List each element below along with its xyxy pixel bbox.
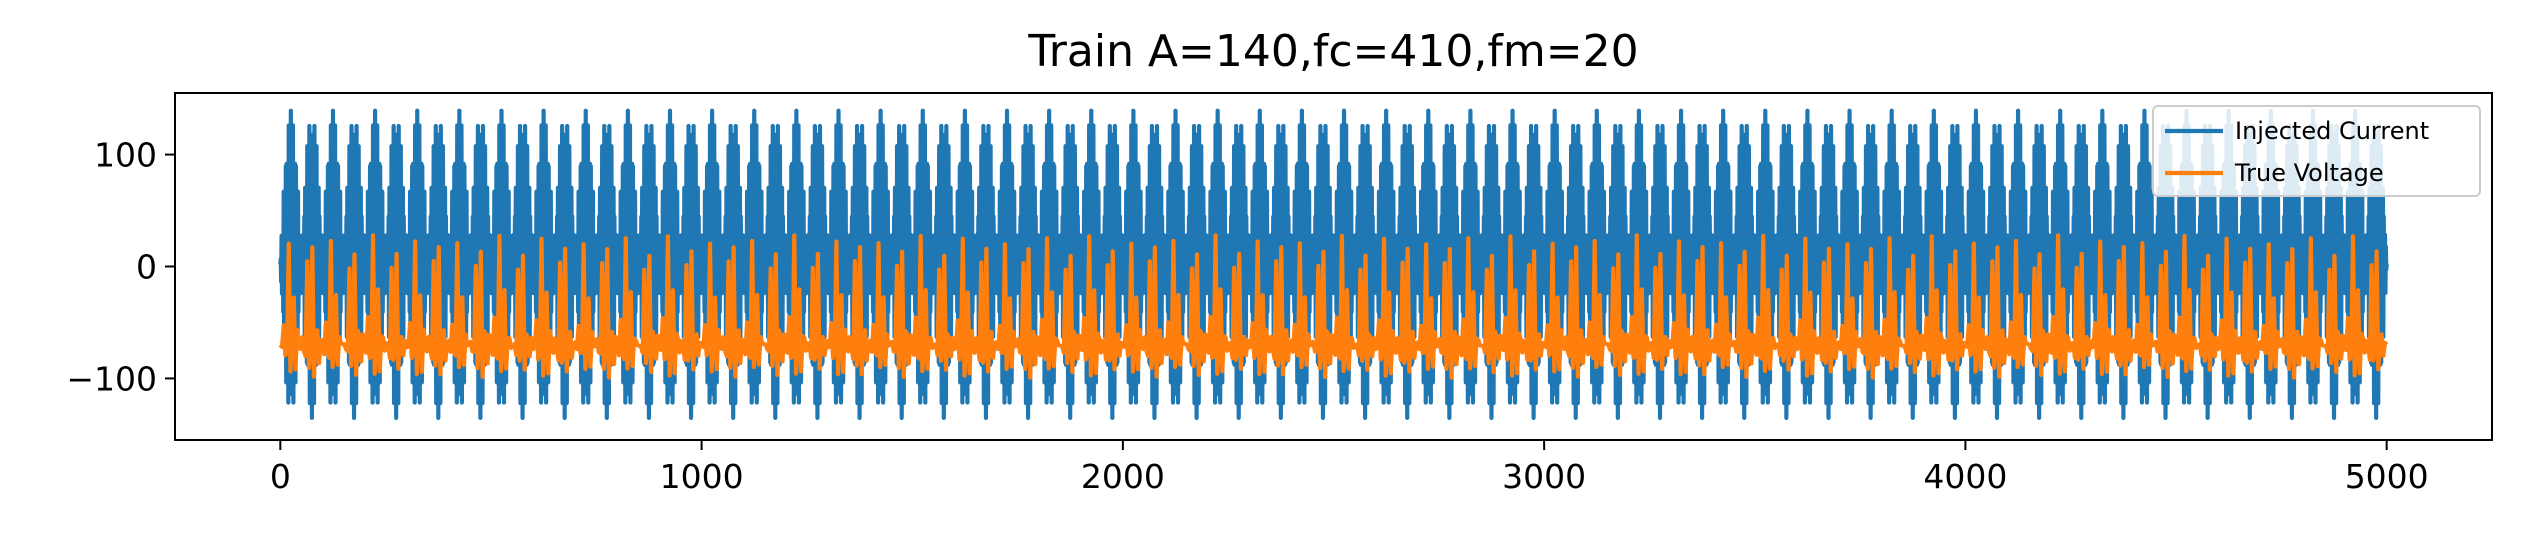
- x-tick-label: 4000: [1923, 457, 2007, 496]
- x-tick-label: 3000: [1502, 457, 1586, 496]
- series-injected-current: [278, 108, 2389, 420]
- legend: Injected Current True Voltage: [2152, 105, 2481, 197]
- y-tick-label: 0: [136, 248, 157, 287]
- chart-title: Train A=140,fc=410,fm=20: [1027, 26, 1638, 77]
- x-tick-label: 2000: [1081, 457, 1165, 496]
- y-tick-label: −100: [66, 359, 157, 398]
- plot-area: [278, 108, 2389, 420]
- y-tick-label: 100: [94, 136, 157, 175]
- legend-label: Injected Current: [2235, 117, 2429, 145]
- legend-box: [2152, 105, 2481, 197]
- x-tick-label: 0: [270, 457, 291, 496]
- x-tick-label: 1000: [660, 457, 744, 496]
- series-true-voltage: [278, 233, 2389, 380]
- x-tick-label: 5000: [2345, 457, 2429, 496]
- legend-label: True Voltage: [2234, 159, 2384, 187]
